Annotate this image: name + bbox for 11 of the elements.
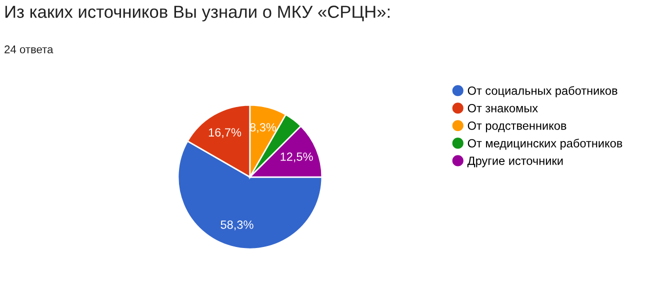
legend-label: От социальных работников: [468, 86, 618, 98]
data-label: 16,7%: [208, 128, 242, 138]
data-label: 12,5%: [280, 152, 313, 162]
data-label: 58,3%: [220, 220, 254, 230]
text: 24 ответа: [4, 45, 54, 54]
data-label: 8,3%: [250, 123, 276, 133]
legend-label: От медицинских работников: [468, 138, 622, 150]
legend-label: От знакомых: [468, 104, 538, 112]
chart-title: Из каких источников Вы узнали о МКУ «СРЦН»:: [5, 6, 390, 22]
legend-label: Другие источники: [467, 156, 563, 168]
legend-label: От родственников: [468, 122, 566, 132]
